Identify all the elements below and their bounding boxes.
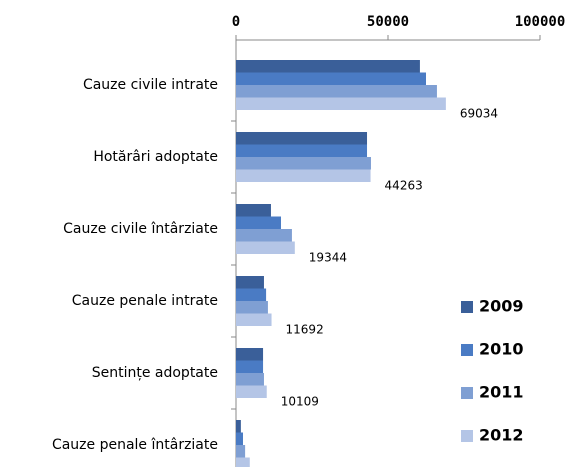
bar [236,132,368,145]
bar [236,432,243,445]
legend-swatch [461,430,473,442]
bar [236,385,267,398]
y-tick-label: Hotărâri adoptate [93,149,218,165]
bar [236,169,371,182]
data-label: 19344 [309,251,347,265]
bar [236,216,281,229]
y-tick-label: Cauze civile întârziate [63,221,218,237]
bar [236,313,272,326]
bar [236,144,368,157]
bar [236,457,250,467]
x-tick-label: 50000 [367,14,409,30]
bar [236,288,267,301]
legend-swatch [461,344,473,356]
y-tick-label: Cauze penale întârziate [52,437,218,453]
legend-label: 2011 [479,383,524,402]
data-label: 10109 [281,395,319,409]
bar [236,97,446,110]
bar [236,229,292,242]
y-tick-label: Cauze civile intrate [83,77,218,93]
data-label: 69034 [460,107,498,121]
legend-swatch [461,387,473,399]
y-tick-label: Sentințe adoptate [92,365,218,381]
bar [236,157,371,170]
bar [236,241,295,254]
bar [236,348,264,361]
bar [236,420,241,433]
legend-label: 2009 [479,297,524,316]
bar [236,373,264,386]
bar [236,276,264,289]
bar [236,204,271,217]
bar [236,72,426,85]
bar [236,445,246,458]
bar [236,360,264,373]
legend-swatch [461,301,473,313]
legend-label: 2012 [479,426,524,445]
x-tick-label: 100000 [515,14,566,30]
bar [236,301,268,314]
data-label: 44263 [385,179,423,193]
bar [236,60,420,73]
legend-label: 2010 [479,340,524,359]
y-tick-label: Cauze penale intrate [72,293,218,309]
bar [236,85,437,98]
data-label: 11692 [286,323,324,337]
x-tick-label: 0 [232,14,240,30]
